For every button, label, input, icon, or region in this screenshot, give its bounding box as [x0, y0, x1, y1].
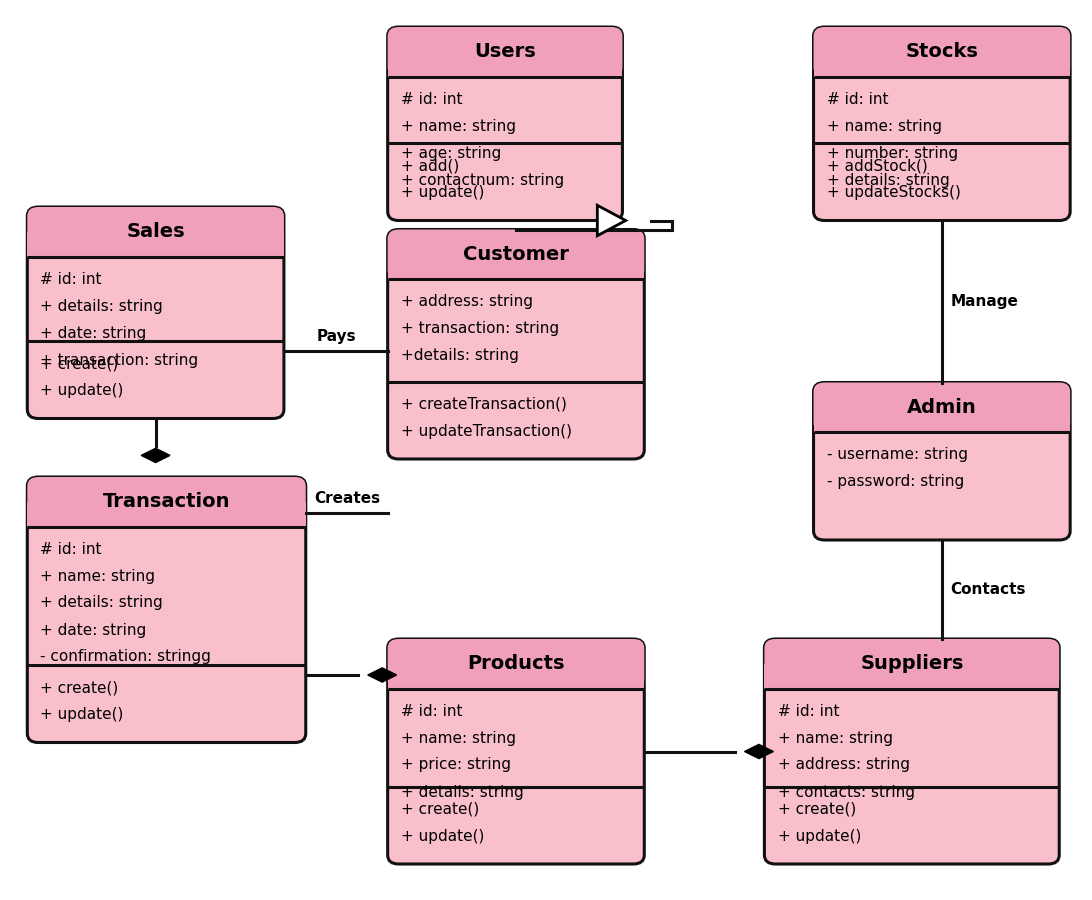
Text: + name: string: + name: string	[778, 731, 892, 745]
FancyBboxPatch shape	[388, 230, 644, 459]
Text: + updateStocks(): + updateStocks()	[827, 185, 961, 200]
Text: + createTransaction(): + createTransaction()	[401, 397, 567, 411]
Bar	[388, 664, 644, 689]
Bar	[388, 254, 644, 279]
Text: # id: int: # id: int	[401, 92, 462, 106]
FancyBboxPatch shape	[814, 27, 1070, 220]
Text: + price: string: + price: string	[401, 758, 511, 772]
Text: + contacts: string: + contacts: string	[778, 785, 914, 799]
Text: + create(): + create()	[401, 802, 479, 816]
Text: + details: string: + details: string	[40, 596, 163, 610]
Text: # id: int: # id: int	[827, 92, 888, 106]
Text: # id: int: # id: int	[40, 272, 102, 286]
Text: + number: string: + number: string	[827, 146, 958, 160]
Text: Suppliers: Suppliers	[860, 654, 963, 673]
FancyBboxPatch shape	[764, 639, 1059, 864]
Text: + create(): + create()	[40, 680, 119, 695]
Text: + name: string: + name: string	[401, 119, 515, 133]
Text: Customer: Customer	[463, 245, 569, 264]
Text: + addStock(): + addStock()	[827, 158, 927, 173]
Text: + name: string: + name: string	[40, 569, 155, 583]
Text: Users: Users	[474, 42, 536, 61]
Polygon shape	[368, 668, 396, 682]
Bar	[388, 52, 622, 76]
Text: Stocks: Stocks	[905, 42, 978, 61]
Text: Creates: Creates	[314, 491, 380, 506]
Text: + details: string: + details: string	[827, 173, 949, 187]
Text: Admin: Admin	[907, 398, 976, 417]
Bar	[814, 408, 1070, 432]
Text: + contactnum: string: + contactnum: string	[401, 173, 563, 187]
FancyBboxPatch shape	[764, 639, 1059, 688]
Text: + update(): + update()	[778, 829, 860, 843]
Bar	[764, 664, 1059, 689]
Text: + name: string: + name: string	[827, 119, 941, 133]
FancyBboxPatch shape	[814, 382, 1070, 540]
FancyBboxPatch shape	[27, 477, 306, 742]
Polygon shape	[597, 205, 626, 236]
Text: Manage: Manage	[950, 294, 1019, 309]
Text: # id: int: # id: int	[40, 542, 102, 556]
FancyBboxPatch shape	[388, 230, 644, 279]
Text: +details: string: +details: string	[401, 348, 519, 363]
Bar	[814, 52, 1070, 76]
Text: - password: string: - password: string	[827, 474, 964, 489]
Text: Sales: Sales	[127, 222, 185, 241]
FancyBboxPatch shape	[814, 27, 1070, 76]
Bar	[27, 502, 306, 526]
Text: + details: string: + details: string	[401, 785, 523, 799]
FancyBboxPatch shape	[388, 27, 622, 220]
Text: + age: string: + age: string	[401, 146, 501, 160]
Text: + update(): + update()	[401, 829, 484, 843]
Polygon shape	[745, 744, 773, 759]
Text: Contacts: Contacts	[950, 582, 1026, 597]
Text: + transaction: string: + transaction: string	[40, 353, 199, 367]
Text: - username: string: - username: string	[827, 447, 968, 462]
Text: + address: string: + address: string	[778, 758, 910, 772]
FancyBboxPatch shape	[27, 477, 306, 526]
Text: + update(): + update()	[40, 707, 123, 722]
Text: + transaction: string: + transaction: string	[401, 321, 559, 336]
Polygon shape	[141, 448, 170, 463]
FancyBboxPatch shape	[388, 639, 644, 864]
Text: + create(): + create()	[40, 356, 119, 371]
FancyBboxPatch shape	[27, 207, 284, 418]
Text: Products: Products	[467, 654, 565, 673]
FancyBboxPatch shape	[388, 27, 622, 76]
Text: + name: string: + name: string	[401, 731, 515, 745]
Text: + create(): + create()	[778, 802, 856, 816]
Text: - confirmation: stringg: - confirmation: stringg	[40, 650, 211, 664]
Text: # id: int: # id: int	[778, 704, 839, 718]
Text: Pays: Pays	[317, 328, 356, 344]
FancyBboxPatch shape	[814, 382, 1070, 432]
Text: + date: string: + date: string	[40, 326, 146, 340]
Text: Transaction: Transaction	[103, 492, 230, 511]
Bar	[27, 231, 284, 256]
Text: + update(): + update()	[401, 185, 484, 200]
FancyBboxPatch shape	[27, 207, 284, 256]
Text: # id: int: # id: int	[401, 704, 462, 718]
Text: + details: string: + details: string	[40, 299, 163, 313]
FancyBboxPatch shape	[388, 639, 644, 688]
Text: + update(): + update()	[40, 383, 123, 398]
Text: + add(): + add()	[401, 158, 459, 173]
Text: + updateTransaction(): + updateTransaction()	[401, 424, 572, 438]
Text: + date: string: + date: string	[40, 623, 146, 637]
Text: + address: string: + address: string	[401, 294, 533, 309]
